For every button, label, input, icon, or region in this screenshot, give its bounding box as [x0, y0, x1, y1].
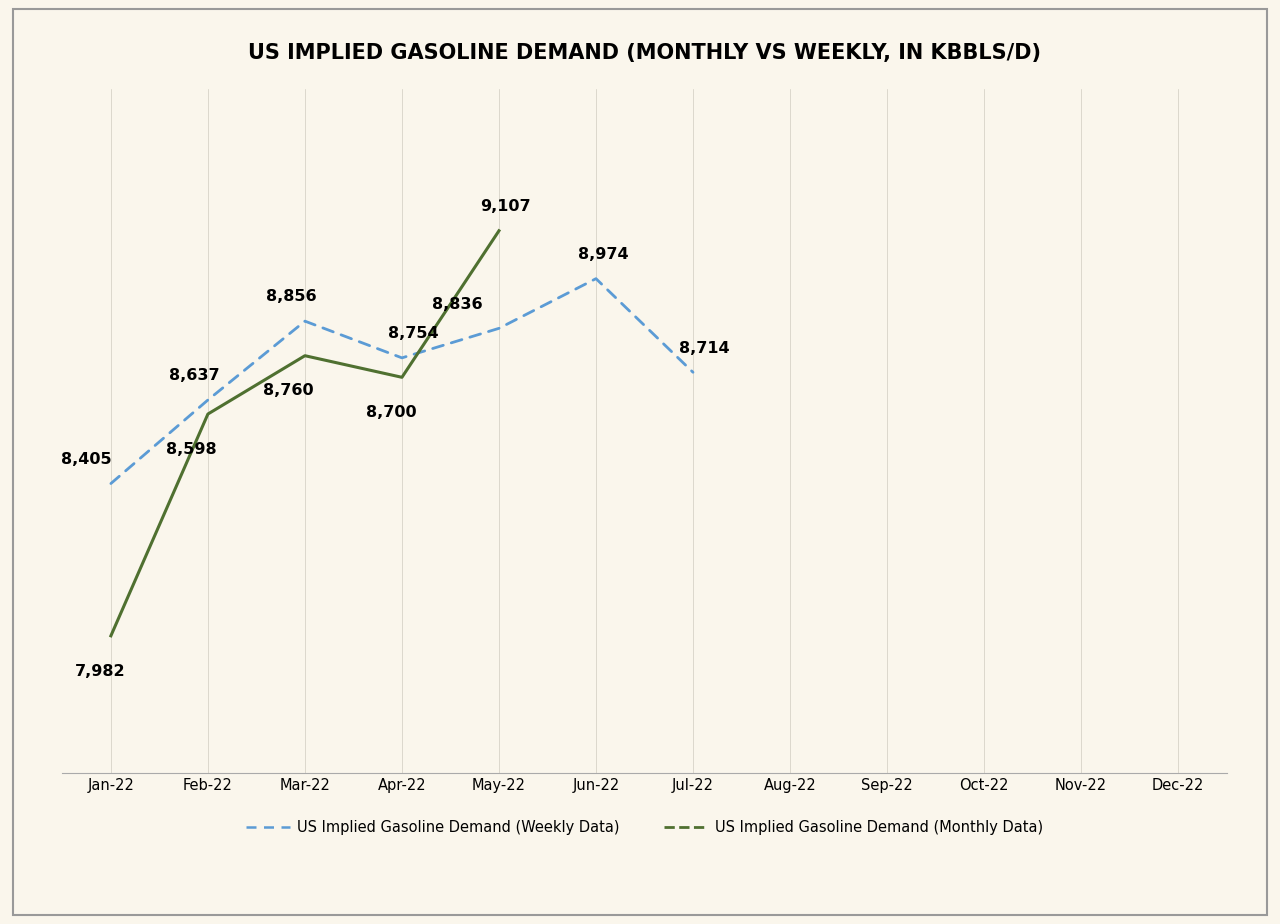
Text: 8,856: 8,856 [266, 289, 316, 305]
Text: 7,982: 7,982 [74, 663, 125, 678]
Title: US IMPLIED GASOLINE DEMAND (MONTHLY VS WEEKLY, IN KBBLS/D): US IMPLIED GASOLINE DEMAND (MONTHLY VS W… [248, 43, 1041, 63]
Text: 8,637: 8,637 [169, 369, 219, 383]
Text: 9,107: 9,107 [480, 199, 531, 214]
Legend: US Implied Gasoline Demand (Weekly Data), US Implied Gasoline Demand (Monthly Da: US Implied Gasoline Demand (Weekly Data)… [241, 815, 1048, 842]
Text: 8,754: 8,754 [388, 326, 438, 341]
Text: 8,760: 8,760 [262, 383, 314, 398]
Text: 8,598: 8,598 [166, 442, 216, 456]
Text: 8,714: 8,714 [678, 341, 730, 356]
Text: 8,836: 8,836 [431, 297, 483, 311]
Text: 8,700: 8,700 [366, 405, 416, 420]
Text: 8,405: 8,405 [60, 452, 111, 467]
Text: 8,974: 8,974 [577, 247, 628, 262]
